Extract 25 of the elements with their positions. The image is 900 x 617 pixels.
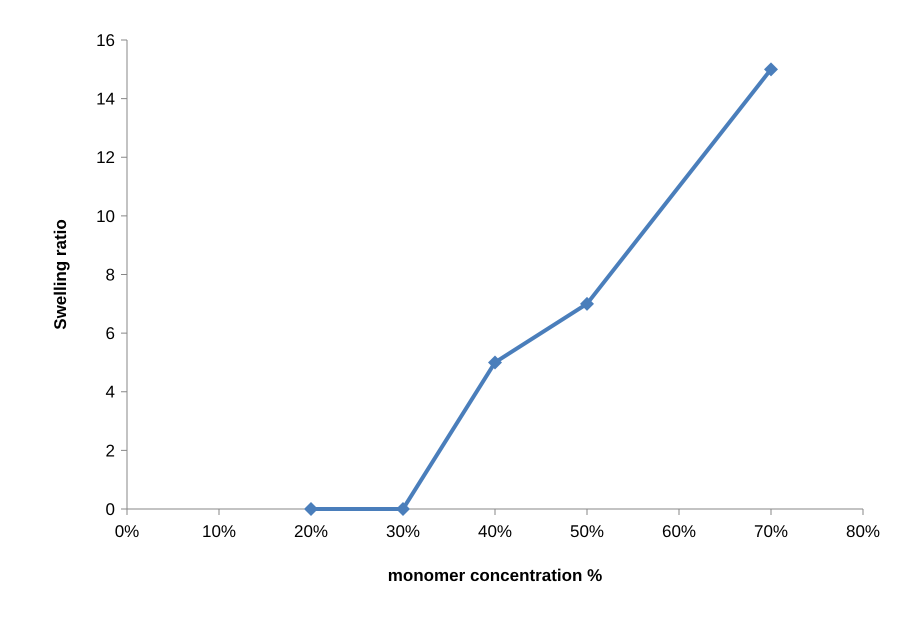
x-tick-label: 0%	[114, 522, 140, 541]
point	[580, 296, 594, 311]
y-tick-label: 10	[96, 206, 115, 226]
x-tick-label: 10%	[202, 522, 236, 541]
y-tick-label: 2	[106, 441, 115, 460]
y-tick-label: 12	[96, 148, 115, 168]
x-tick-label: 40%	[478, 522, 512, 541]
y-tick-label: 8	[106, 265, 115, 284]
x-axis-title: monomer concentration %	[388, 566, 602, 585]
y-tick-label: 6	[106, 324, 115, 344]
y-tick-label: 4	[106, 382, 115, 402]
x-tick-label: 70%	[754, 522, 788, 541]
point	[764, 62, 778, 76]
point	[488, 355, 502, 370]
y-axis-title: Swelling ratio	[51, 219, 70, 330]
y-tick-label: 0	[106, 500, 115, 519]
y-tick-label: 16	[96, 30, 115, 50]
x-tick-label: 80%	[846, 522, 880, 541]
x-tick-label: 20%	[294, 522, 328, 541]
y-tick-label: 14	[96, 90, 115, 109]
x-tick-label: 60%	[662, 522, 696, 541]
x-tick-label: 50%	[570, 522, 604, 541]
x-tick-label: 30%	[386, 522, 420, 541]
point	[304, 502, 318, 516]
point	[396, 502, 410, 516]
